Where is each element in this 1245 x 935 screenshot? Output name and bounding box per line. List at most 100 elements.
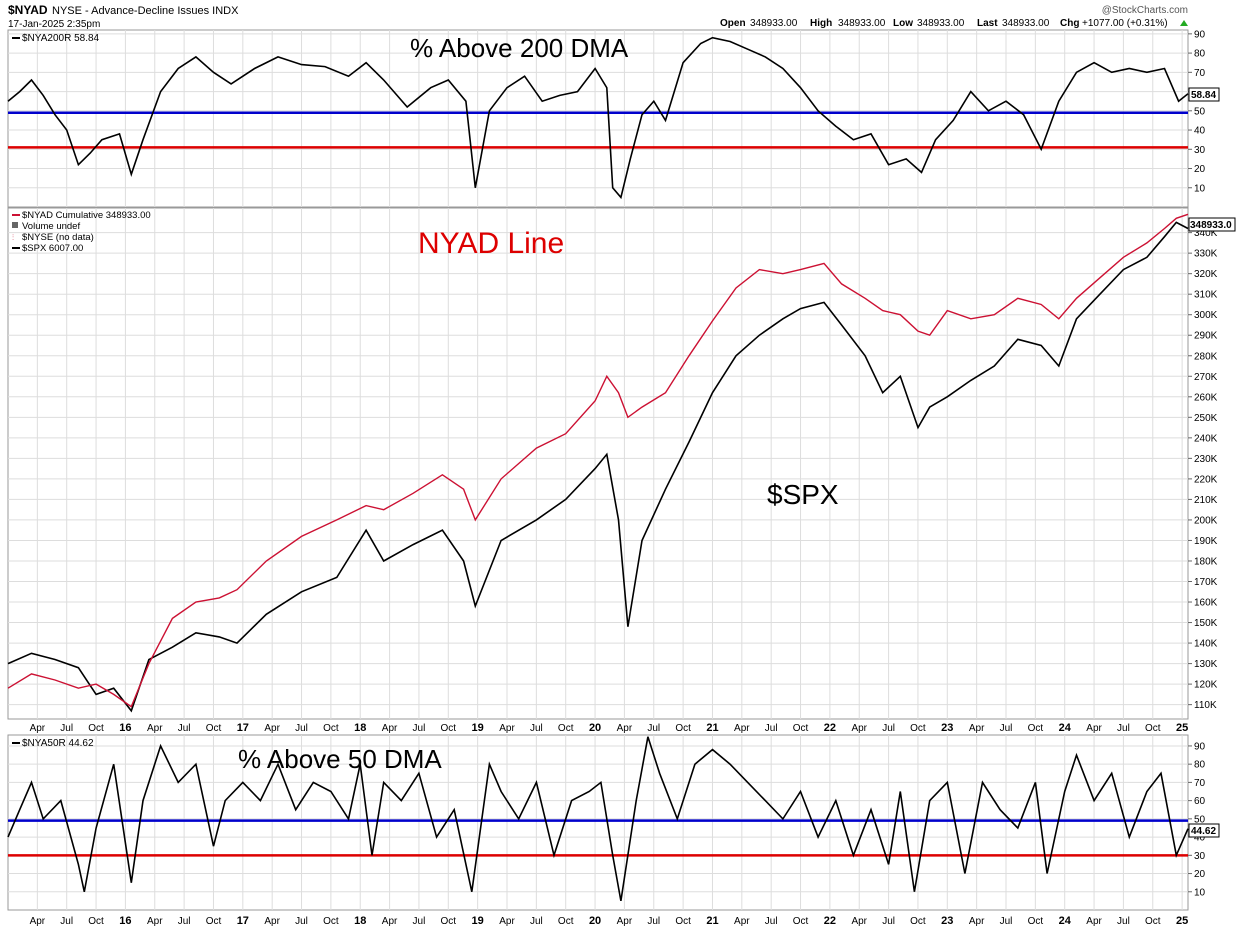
y-tick-label: 240K (1194, 433, 1218, 444)
x-tick-label: 23 (941, 915, 953, 927)
y-tick-label: 320K (1194, 269, 1218, 280)
x-tick-label: 21 (706, 722, 718, 734)
x-tick-label: Jul (765, 916, 778, 927)
x-tick-label: Apr (382, 723, 398, 734)
x-tick-label: Oct (1145, 916, 1161, 927)
nya200r-line (7, 36, 1189, 200)
x-tick-label: Jul (295, 723, 308, 734)
y-tick-label: 20 (1194, 164, 1206, 175)
x-tick-label: Apr (499, 723, 515, 734)
panel-middle-grid (8, 208, 1188, 719)
x-tick-label: 17 (237, 915, 249, 927)
panel-middle-last-badge: 348933.0 (1188, 217, 1236, 232)
x-tick-label: Apr (382, 916, 398, 927)
panel-bottom-last-value: 44.62 (1191, 826, 1216, 837)
y-tick-label: 220K (1194, 474, 1218, 485)
panel-middle-legend: $NYAD Cumulative 348933.00 Volume undef … (12, 210, 151, 254)
x-tick-label: Oct (793, 916, 809, 927)
y-tick-label: 310K (1194, 290, 1218, 301)
y-tick-label: 80 (1194, 760, 1206, 771)
header-open-label: Open (720, 18, 746, 29)
y-tick-label: 290K (1194, 331, 1218, 342)
panel-top-last-badge: 58.84 (1188, 87, 1220, 102)
x-tick-label: Apr (617, 916, 633, 927)
y-tick-label: 40 (1194, 833, 1206, 844)
y-tick-label: 50 (1194, 106, 1206, 117)
nyad-line (7, 213, 1189, 708)
x-tick-label: 21 (706, 915, 718, 927)
y-tick-label: 150K (1194, 618, 1218, 629)
header-quote: Open 348933.00 High 348933.00 Low 348933… (720, 18, 1188, 29)
header-chg-value: +1077.00 (+0.31%) (1082, 18, 1168, 29)
panel-top-reflines (8, 111, 1188, 149)
header-open-value: 348933.00 (750, 18, 798, 29)
header-low-label: Low (893, 18, 913, 29)
x-tick-label: Oct (558, 916, 574, 927)
y-tick-label: 120K (1194, 680, 1218, 691)
y-tick-label: 140K (1194, 639, 1218, 650)
x-tick-label: Jul (413, 723, 426, 734)
x-tick-label: Apr (499, 916, 515, 927)
x-tick-label: Apr (734, 723, 750, 734)
x-tick-label: Oct (88, 723, 104, 734)
x-tick-label: 20 (589, 915, 601, 927)
x-tick-label: 25 (1176, 915, 1188, 927)
x-tick-label: Oct (1145, 723, 1161, 734)
y-tick-label: 70 (1194, 68, 1206, 79)
panel-middle-yaxis: 110K 120K 130K 140K 150K 160K 170K 180K 190K 200K… (1188, 228, 1218, 711)
x-tick-label: Oct (206, 723, 222, 734)
x-tick-label: 24 (1059, 722, 1072, 734)
header-last-label: Last (977, 18, 998, 29)
up-arrow-icon (1180, 20, 1188, 26)
x-tick-label: 25 (1176, 722, 1188, 734)
y-tick-label: 90 (1194, 29, 1206, 40)
x-tick-label: Jul (647, 723, 660, 734)
x-tick-label: Apr (617, 723, 633, 734)
x-axis-middle: Apr Jul Oct 16 Apr Jul Oct 17 Apr Jul Oct 18 Apr Jul O… (30, 722, 1189, 734)
x-tick-label: Oct (675, 723, 691, 734)
header-high-label: High (810, 18, 832, 29)
header-last-value: 348933.00 (1002, 18, 1050, 29)
legend-volume: Volume undef (22, 221, 80, 232)
panel-bottom-reflines (8, 819, 1188, 857)
y-tick-label: 250K (1194, 413, 1218, 424)
x-tick-label: Apr (851, 916, 867, 927)
y-tick-label: 170K (1194, 577, 1218, 588)
header-date: 17-Jan-2025 2:35pm (8, 19, 100, 30)
x-tick-label: Oct (675, 916, 691, 927)
header-watermark: @StockCharts.com (1102, 5, 1188, 16)
y-tick-label: 340K (1194, 228, 1218, 239)
y-tick-label: 110K (1194, 700, 1217, 711)
x-tick-label: Jul (178, 916, 191, 927)
x-tick-label: 24 (1059, 915, 1072, 927)
legend-nyad: $NYAD Cumulative 348933.00 (22, 210, 151, 221)
panel-bottom-legend: $NYA50R 44.62 (22, 738, 94, 749)
panel-middle-last-value: 348933.0 (1190, 220, 1232, 231)
legend-nyse: $NYSE (no data) (22, 232, 94, 243)
panel-top-frame (7, 29, 1189, 208)
panel-middle-title: NYAD Line (418, 227, 564, 260)
x-tick-label: Apr (969, 916, 985, 927)
x-tick-label: Jul (295, 916, 308, 927)
spx-line (7, 221, 1189, 713)
y-tick-label: 30 (1194, 851, 1206, 862)
x-tick-label: Apr (147, 916, 163, 927)
y-tick-label: 60 (1194, 796, 1206, 807)
y-tick-label: 30 (1194, 145, 1206, 156)
panel-top-last-value: 58.84 (1191, 90, 1216, 101)
y-tick-label: 280K (1194, 351, 1218, 362)
x-tick-label: Jul (60, 723, 73, 734)
x-tick-label: 18 (354, 915, 366, 927)
x-tick-label: Oct (558, 723, 574, 734)
panel-bottom-grid (8, 735, 1188, 910)
x-tick-label: Oct (793, 723, 809, 734)
x-tick-label: Apr (264, 916, 280, 927)
legend-spx: $SPX 6007.00 (22, 243, 83, 254)
y-tick-label: 270K (1194, 372, 1218, 383)
y-tick-label: 330K (1194, 249, 1218, 260)
x-tick-label: 20 (589, 722, 601, 734)
x-tick-label: 22 (824, 915, 836, 927)
